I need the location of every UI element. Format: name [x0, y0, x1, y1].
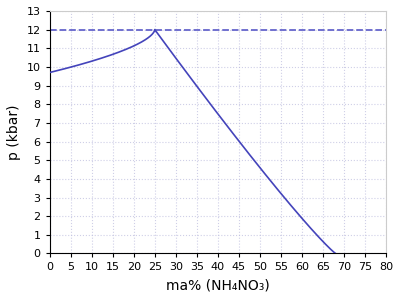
Y-axis label: p (kbar): p (kbar)	[7, 104, 21, 160]
X-axis label: ma% (NH₄NO₃): ma% (NH₄NO₃)	[166, 278, 270, 292]
